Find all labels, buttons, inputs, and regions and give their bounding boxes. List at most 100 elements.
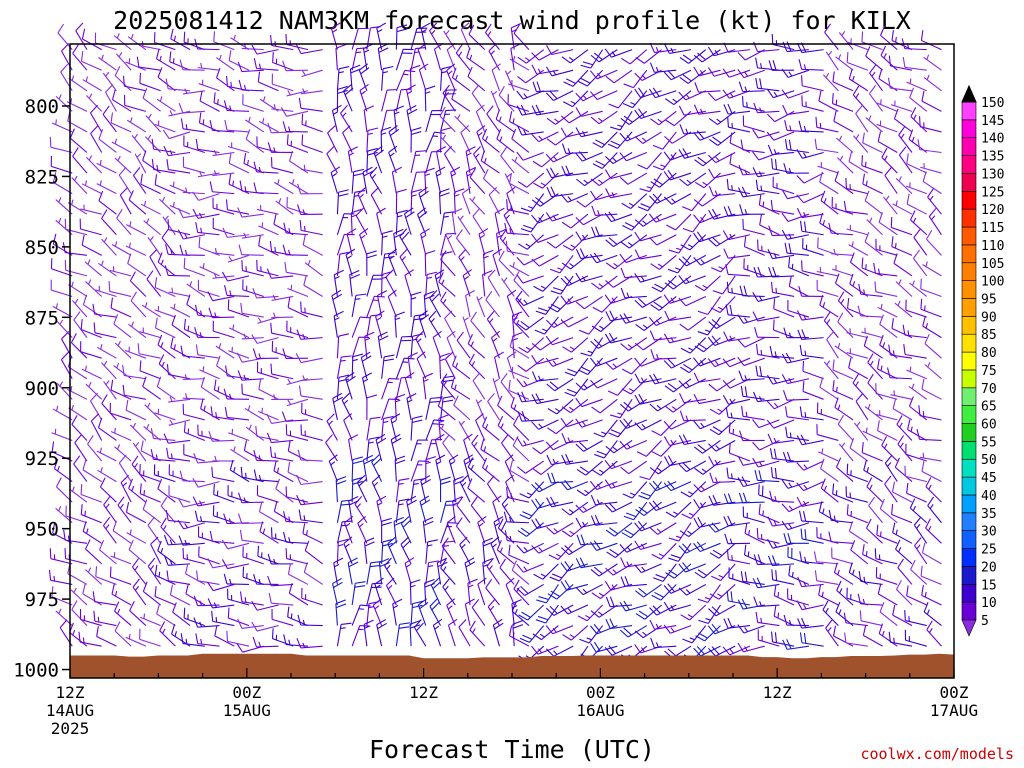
barb-staff (155, 287, 176, 297)
barb-half-feather (368, 441, 374, 444)
barb-staff (729, 142, 751, 153)
barb-staff (509, 182, 530, 195)
barb-half-feather (278, 198, 282, 204)
barb-staff (655, 501, 677, 512)
barb-half-feather (302, 88, 306, 94)
barb-staff (228, 183, 250, 195)
barb-feather (163, 534, 169, 546)
wind-barb (151, 138, 176, 154)
wind-barb (237, 207, 264, 218)
wind-barb (693, 231, 721, 243)
wind-barb (560, 295, 589, 305)
barb-staff (212, 295, 235, 302)
barb-staff (72, 53, 88, 71)
wind-barb (212, 320, 235, 339)
wind-barb (590, 90, 618, 101)
barb-feather (693, 232, 701, 242)
wind-barb (619, 625, 648, 638)
barb-feather (183, 257, 186, 269)
barb-feather (390, 433, 401, 441)
barb-half-feather (276, 467, 280, 474)
wind-barb (168, 396, 191, 403)
wind-barb (649, 62, 677, 73)
barb-half-feather (729, 398, 733, 404)
wind-barb (678, 562, 706, 573)
barb-feather (678, 587, 687, 596)
barb-half-feather (262, 96, 266, 102)
barb-feather (165, 78, 169, 89)
wind-barb (463, 433, 473, 462)
barb-feather (679, 323, 689, 331)
barb-staff (432, 625, 442, 647)
barb-staff (105, 91, 117, 112)
barb-half-feather (442, 298, 447, 304)
wind-barb (275, 478, 294, 503)
wind-barb (126, 221, 147, 236)
wind-barb (711, 563, 736, 582)
barb-half-feather (485, 136, 489, 142)
barb-feather (101, 209, 108, 219)
barb-feather (605, 239, 614, 248)
barb-feather (342, 125, 351, 134)
barb-feather (550, 186, 556, 197)
wind-barb (95, 285, 117, 297)
barb-feather (722, 89, 730, 99)
barb-feather (623, 418, 631, 428)
barb-feather (110, 112, 114, 123)
barb-feather (332, 293, 343, 301)
barb-feather (370, 314, 381, 317)
wind-barb (410, 439, 429, 462)
barb-staff (470, 505, 486, 524)
barb-half-feather (685, 128, 689, 134)
barb-staff (242, 556, 264, 565)
barb-feather (267, 142, 272, 153)
barb-feather (697, 331, 708, 336)
wind-barb (375, 433, 387, 462)
barb-staff (399, 236, 412, 256)
barb-feather (609, 527, 619, 535)
wind-barb (443, 146, 456, 174)
wind-barb (366, 147, 378, 174)
wind-barb (326, 413, 338, 441)
barb-feather (410, 579, 421, 584)
barb-half-feather (364, 625, 370, 629)
barb-feather (678, 434, 685, 445)
barb-feather (465, 561, 476, 568)
barb-half-feather (523, 299, 528, 305)
barb-staff (425, 151, 433, 174)
barb-feather (649, 237, 658, 246)
wind-barb (619, 398, 648, 412)
barb-staff (512, 445, 530, 462)
barb-feather (350, 64, 361, 70)
barb-half-feather (699, 108, 704, 114)
barb-staff (94, 601, 117, 606)
barb-half-feather (342, 112, 347, 118)
barb-staff (509, 469, 530, 483)
barb-feather (534, 498, 542, 508)
wind-barb (533, 275, 559, 292)
barb-half-feather (395, 399, 401, 403)
barb-feather (252, 348, 258, 359)
barb-feather (575, 217, 584, 226)
barb-feather (472, 207, 481, 217)
barb-feather (282, 531, 287, 543)
wind-barb (213, 31, 235, 51)
wind-barb (590, 172, 618, 186)
barb-feather (300, 301, 302, 312)
barb-feather (253, 469, 258, 480)
barb-feather (333, 581, 343, 588)
barb-staff (197, 354, 220, 359)
barb-feather (431, 293, 440, 302)
wind-barb (497, 395, 515, 421)
barb-feather (169, 51, 172, 62)
barb-feather (108, 281, 111, 292)
barb-feather (650, 263, 660, 270)
barb-feather (213, 92, 216, 103)
barb-feather (593, 252, 601, 262)
wind-barb (336, 251, 351, 276)
barb-feather (285, 34, 288, 45)
barb-staff (200, 408, 220, 421)
barb-staff (424, 253, 427, 276)
wind-barb (51, 119, 73, 133)
barb-feather (285, 486, 288, 497)
